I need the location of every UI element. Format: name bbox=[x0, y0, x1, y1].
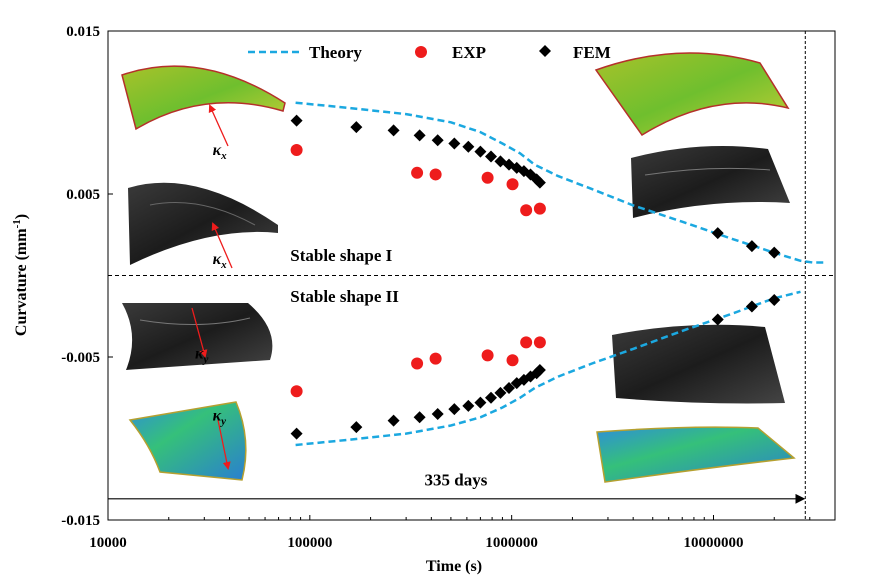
specimen-photo-shape-two-left bbox=[122, 303, 273, 370]
exp-point bbox=[520, 336, 533, 349]
kappa-arrow-1 bbox=[208, 104, 229, 147]
fem-point bbox=[533, 176, 546, 189]
fem-point bbox=[462, 399, 475, 412]
x-tick-label: 1000000 bbox=[485, 535, 538, 551]
exp-point bbox=[411, 166, 424, 179]
y-tick-label: 0.015 bbox=[66, 24, 100, 40]
fem-point bbox=[431, 134, 444, 147]
fem-point bbox=[350, 121, 363, 134]
x-axis-title: Time (s) bbox=[426, 558, 482, 575]
axis-ticks: 10000 100000 1000000 10000000 0.015 0.005 -0.0… bbox=[61, 24, 811, 551]
annotation-label: Stable shape II bbox=[290, 287, 399, 306]
y-axis-title-end: ) bbox=[13, 214, 30, 219]
x-tick-label: 10000000 bbox=[683, 535, 743, 551]
exp-point bbox=[429, 168, 442, 181]
exp-point bbox=[520, 204, 533, 217]
fem-point bbox=[768, 293, 781, 306]
fem-point bbox=[768, 246, 781, 259]
exp-point bbox=[290, 143, 303, 156]
exp-point bbox=[506, 354, 519, 367]
fem-point bbox=[350, 421, 363, 434]
kappa-arrow-2 bbox=[211, 222, 233, 269]
fem-point bbox=[448, 403, 461, 416]
legend-exp-label: EXP bbox=[452, 43, 486, 62]
kappa-label: κy bbox=[195, 346, 208, 366]
specimen-fem-shape-two-right bbox=[596, 426, 796, 483]
kappa-symbol: κ bbox=[213, 408, 222, 425]
fem-point bbox=[474, 396, 487, 409]
kappa-arrow-4 bbox=[217, 419, 231, 470]
kappa-subscript: y bbox=[219, 416, 226, 428]
fem-point bbox=[533, 364, 546, 377]
annotation-label: 335 days bbox=[425, 470, 488, 489]
fem-point bbox=[290, 114, 303, 127]
fem-point bbox=[745, 300, 758, 313]
specimen-fem-shape-one-right bbox=[594, 52, 790, 137]
fem-point bbox=[484, 391, 497, 404]
exp-point bbox=[506, 178, 519, 191]
fem-point bbox=[474, 145, 487, 158]
kappa-symbol: κ bbox=[195, 346, 204, 363]
x-tick-label: 100000 bbox=[287, 535, 332, 551]
fem-point bbox=[711, 227, 724, 240]
theory-curve-0 bbox=[295, 101, 826, 264]
fem-point bbox=[413, 129, 426, 142]
fem-point bbox=[502, 381, 515, 394]
exp-point bbox=[429, 352, 442, 365]
y-tick-label: 0.005 bbox=[66, 187, 100, 203]
specimen-photo-shape-two-right bbox=[612, 324, 785, 404]
kappa-subscript: x bbox=[220, 259, 227, 271]
specimen-fem-shape-two-left bbox=[128, 401, 247, 481]
y-axis-title-main: Curvature (mm bbox=[13, 228, 30, 336]
kappa-label: κx bbox=[213, 142, 227, 162]
fem-point bbox=[462, 140, 475, 153]
legend: Theory EXP FEM bbox=[248, 43, 611, 62]
specimen-fem-shape-one-left bbox=[121, 65, 286, 131]
kappa-subscript: x bbox=[220, 150, 227, 162]
y-axis-title: Curvature (mm-1) bbox=[11, 214, 30, 336]
specimen-photo-shape-one-left bbox=[128, 182, 278, 265]
y-tick-label: -0.005 bbox=[61, 350, 100, 366]
legend-fem-label: FEM bbox=[573, 43, 611, 62]
reference-lines bbox=[108, 31, 835, 520]
kappa-arrow-3 bbox=[191, 307, 208, 358]
exp-point bbox=[481, 171, 494, 184]
fem-point bbox=[484, 150, 497, 163]
series-layer bbox=[290, 101, 826, 447]
fem-point bbox=[448, 137, 461, 150]
fem-point bbox=[387, 124, 400, 137]
y-tick-label: -0.015 bbox=[61, 513, 100, 529]
fem-point bbox=[387, 414, 400, 427]
kappa-symbol: κ bbox=[213, 251, 222, 268]
fem-point bbox=[494, 386, 507, 399]
exp-point bbox=[411, 357, 424, 370]
kappa-symbol: κ bbox=[213, 142, 222, 159]
fem-point bbox=[431, 408, 444, 421]
legend-fem-swatch bbox=[539, 45, 551, 57]
exp-point bbox=[481, 349, 494, 362]
fem-point bbox=[745, 240, 758, 253]
kappa-label: κx bbox=[213, 251, 227, 271]
x-tick-label: 10000 bbox=[89, 535, 127, 551]
legend-exp-swatch bbox=[415, 46, 427, 58]
y-axis-title-sup: -1 bbox=[11, 219, 23, 228]
exp-point bbox=[290, 385, 303, 398]
annotation-label: Stable shape I bbox=[290, 246, 392, 265]
fem-point bbox=[711, 313, 724, 326]
specimen-photo-shape-one-right bbox=[631, 146, 790, 218]
fem-point bbox=[413, 411, 426, 424]
kappa-label: κy bbox=[213, 408, 226, 428]
kappa-subscript: y bbox=[202, 354, 209, 366]
fem-point bbox=[290, 427, 303, 440]
legend-theory-label: Theory bbox=[309, 43, 362, 62]
exp-point bbox=[533, 202, 546, 215]
exp-point bbox=[533, 336, 546, 349]
